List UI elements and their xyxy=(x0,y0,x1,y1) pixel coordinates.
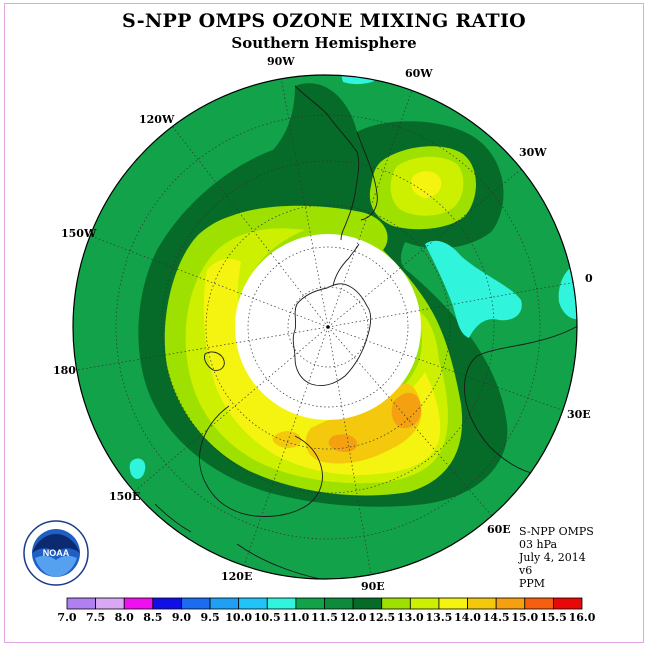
colorbar-bin-9 xyxy=(324,597,354,610)
info-block: S-NPP OMPS 03 hPa July 4, 2014 v6 PPM xyxy=(519,525,594,590)
map-figure: S-NPP OMPS OZONE MIXING RATIO Southern H… xyxy=(4,3,644,643)
meridian-30e xyxy=(327,326,574,415)
south-pole-marker xyxy=(326,325,330,329)
field-10-5-atlantic xyxy=(425,240,522,338)
field-13-5b xyxy=(272,431,301,448)
latitude-circle-40s xyxy=(115,114,541,540)
colorbar-bin-16 xyxy=(524,597,554,610)
colorbar-tick-label: 13.5 xyxy=(426,611,453,624)
lon-label-30e: 30E xyxy=(567,408,591,421)
colorbar-bin-0 xyxy=(66,597,97,610)
colorbar-bin-5 xyxy=(209,597,240,610)
info-units: PPM xyxy=(519,577,546,590)
colorbar-tick-label: 12.0 xyxy=(340,611,367,624)
colorbar-tick-label: 11.0 xyxy=(282,611,309,624)
lon-label-60e: 60E xyxy=(487,523,511,536)
meridian-60e xyxy=(327,326,500,525)
lon-label-150e: 150E xyxy=(109,490,140,503)
field-10-5-east xyxy=(558,266,577,320)
colorbar-tick-label: 10.0 xyxy=(225,611,252,624)
colorbar-bin-2 xyxy=(123,597,154,610)
lon-label-150w: 150W xyxy=(61,227,97,240)
field-14-0 xyxy=(391,392,422,429)
meridian-30w xyxy=(327,157,536,328)
longitude-labels: 90W 60W 30W 0 30E 60E 90E 120E 150E 180 … xyxy=(53,55,593,593)
lon-label-90e: 90E xyxy=(361,580,385,593)
info-instrument: S-NPP OMPS xyxy=(519,525,594,538)
colorbar-bin-4 xyxy=(181,597,211,610)
lon-label-120e: 120E xyxy=(221,570,252,583)
map-subtitle: Southern Hemisphere xyxy=(231,34,417,52)
colorbar-tick-label: 8.5 xyxy=(143,611,162,624)
colorbar-tick-label: 9.5 xyxy=(200,611,219,624)
lon-label-180: 180 xyxy=(53,364,76,377)
latitude-circle-60s xyxy=(205,204,451,450)
colorbar-bin-7 xyxy=(266,597,297,610)
map-boundary xyxy=(72,74,578,580)
colorbar-tick-label: 15.0 xyxy=(511,611,538,624)
colorbar-bin-13 xyxy=(438,597,468,610)
latitude-circle-50s xyxy=(161,160,495,494)
info-date: July 4, 2014 xyxy=(519,551,586,564)
noaa-logo-text: NOAA xyxy=(43,548,70,558)
colorbar-tick-label: 16.0 xyxy=(569,611,596,624)
colorbar xyxy=(66,597,583,610)
colorbar-labels: 7.0 7.5 8.0 8.5 9.0 9.5 10.0 10.5 11.0 11.5 12.0 12… xyxy=(57,611,595,624)
colorbar-tick-label: 10.5 xyxy=(254,611,281,624)
map-title: S-NPP OMPS OZONE MIXING RATIO xyxy=(121,10,527,32)
info-version: v6 xyxy=(519,564,533,577)
colorbar-tick-label: 7.5 xyxy=(86,611,105,624)
ozone-field xyxy=(73,75,577,579)
colorbar-bin-10 xyxy=(352,597,383,610)
lon-label-30w: 30W xyxy=(519,146,547,159)
info-level: 03 hPa xyxy=(519,538,558,551)
colorbar-bin-8 xyxy=(295,597,325,610)
polar-map: 90W 60W 30W 0 30E 60E 90E 120E 150E 180 … xyxy=(53,55,596,624)
latitude-circle-70s xyxy=(247,246,409,408)
antarctic-peninsula xyxy=(332,243,360,287)
south-america-coast xyxy=(294,85,378,241)
graticule xyxy=(73,75,577,579)
field-13-0-atlantic xyxy=(410,171,442,198)
colorbar-tick-label: 8.0 xyxy=(115,611,134,624)
colorbar-tick-label: 13.0 xyxy=(397,611,424,624)
colorbar-bin-11 xyxy=(381,597,411,610)
colorbar-tick-label: 12.5 xyxy=(368,611,395,624)
australia-coast xyxy=(154,405,336,579)
colorbar-bin-12 xyxy=(409,597,440,610)
colorbar-tick-label: 11.5 xyxy=(311,611,338,624)
colorbar-tick-label: 15.5 xyxy=(540,611,567,624)
meridian-90w xyxy=(278,75,329,328)
lon-label-60w: 60W xyxy=(405,67,433,80)
colorbar-bin-14 xyxy=(467,597,497,610)
colorbar-bin-1 xyxy=(95,597,125,610)
colorbar-tick-label: 7.0 xyxy=(57,611,76,624)
colorbar-bin-3 xyxy=(152,597,182,610)
meridian-180 xyxy=(73,326,329,372)
latitude-circle-80s xyxy=(287,286,369,368)
antarctica-coast xyxy=(292,283,372,387)
colorbar-bin-17 xyxy=(552,597,583,610)
colorbar-bin-6 xyxy=(238,597,268,610)
colorbar-tick-label: 14.5 xyxy=(483,611,510,624)
field-14-0b xyxy=(328,434,357,452)
colorbar-tick-label: 9.0 xyxy=(172,611,191,624)
lon-label-120w: 120W xyxy=(139,113,175,126)
lon-label-0: 0 xyxy=(585,272,593,285)
new-zealand-coast xyxy=(204,351,225,371)
meridian-120w xyxy=(168,121,329,328)
field-10-5-west xyxy=(129,458,146,479)
colorbar-tick-label: 14.0 xyxy=(454,611,481,624)
colorbar-bin-15 xyxy=(495,597,526,610)
noaa-logo: NOAA xyxy=(23,520,89,586)
lon-label-90w: 90W xyxy=(267,55,295,68)
